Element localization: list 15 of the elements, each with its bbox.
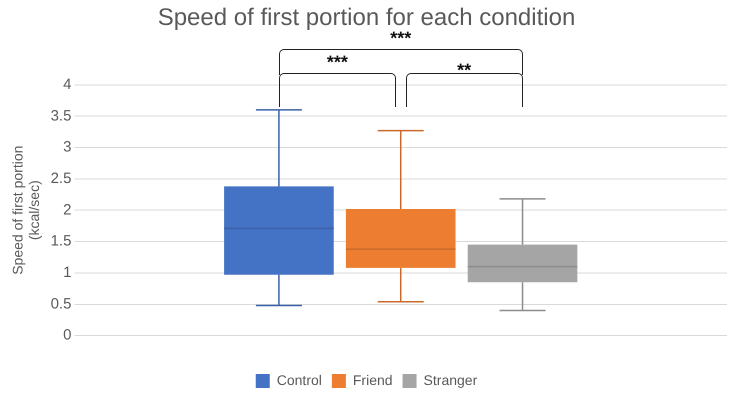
y-tick-label: 0.5 xyxy=(50,295,72,312)
y-tick-label: 3 xyxy=(63,138,72,156)
text: *** xyxy=(326,52,348,72)
y-tick-label: 2.5 xyxy=(50,170,72,187)
y-tick-label: 1 xyxy=(63,264,72,282)
legend-label: Stranger xyxy=(424,372,478,388)
legend-label: Friend xyxy=(352,372,393,388)
y-tick-label: 3.5 xyxy=(50,107,72,124)
y-axis-title: Speed of first portion (kcal/sec) xyxy=(9,146,42,275)
y-tick-label: 1.5 xyxy=(50,232,72,250)
legend-label: Control xyxy=(276,372,322,388)
y-tick-label: 0 xyxy=(63,326,72,344)
y-tick-label: 4 xyxy=(63,76,72,93)
text: ** xyxy=(457,60,472,80)
y-tick-label: 2 xyxy=(63,201,72,218)
